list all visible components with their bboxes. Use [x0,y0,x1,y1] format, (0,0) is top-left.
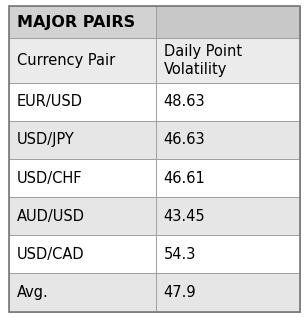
Bar [9,38,156,83]
Text: USD/CHF: USD/CHF [17,170,82,186]
Bar [156,6,300,38]
Bar [156,273,300,312]
Bar [9,235,156,273]
Bar [156,197,300,235]
Bar [156,159,300,197]
Bar [156,235,300,273]
Bar [9,83,156,121]
Text: EUR/USD: EUR/USD [17,94,83,109]
Text: 54.3: 54.3 [164,247,196,262]
Text: MAJOR PAIRS: MAJOR PAIRS [17,15,135,30]
Text: Daily Point
Volatility: Daily Point Volatility [164,44,242,77]
Bar [156,38,300,83]
Text: 46.63: 46.63 [164,132,205,148]
Bar [9,159,156,197]
Text: 43.45: 43.45 [164,209,205,224]
Text: Avg.: Avg. [17,285,49,300]
Bar [156,83,300,121]
Bar [9,197,156,235]
Text: USD/JPY: USD/JPY [17,132,75,148]
Text: 47.9: 47.9 [164,285,196,300]
Text: AUD/USD: AUD/USD [17,209,85,224]
Text: Currency Pair: Currency Pair [17,53,115,68]
Bar [9,6,156,38]
Text: 46.61: 46.61 [164,170,205,186]
Bar [156,121,300,159]
Text: USD/CAD: USD/CAD [17,247,84,262]
Bar [9,121,156,159]
Text: 48.63: 48.63 [164,94,205,109]
Bar [9,273,156,312]
